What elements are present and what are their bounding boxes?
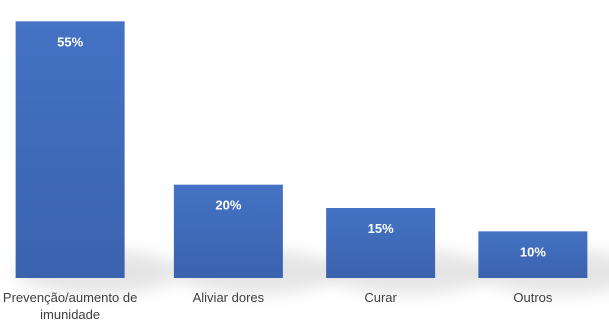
category-label: Outros (513, 290, 553, 305)
data-label: 20% (215, 198, 241, 213)
category-label: Aliviar dores (193, 290, 265, 305)
bar (15, 21, 125, 278)
data-label: 55% (57, 34, 83, 49)
bar (326, 208, 436, 278)
data-label: 10% (520, 244, 546, 259)
category-label: Prevenção/aumento de imunidade (3, 290, 137, 322)
data-label: 15% (368, 221, 394, 236)
category-label: Curar (364, 290, 397, 305)
bar (173, 184, 283, 278)
bar (478, 231, 588, 278)
